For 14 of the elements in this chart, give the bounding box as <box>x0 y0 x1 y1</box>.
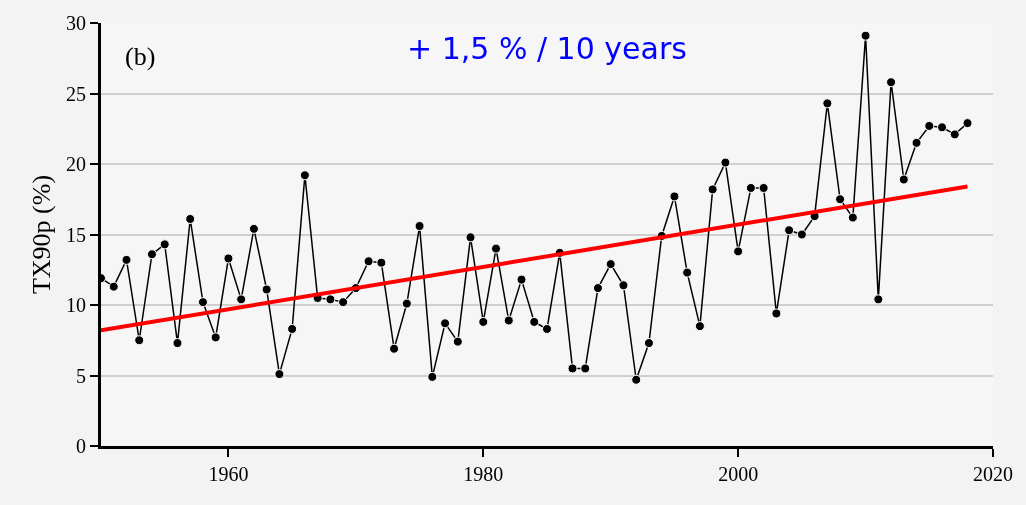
y-tick-label: 0 <box>76 435 86 457</box>
annotation: (b) <box>125 42 156 71</box>
y-tick-label: 10 <box>66 294 86 316</box>
x-tick-label: 1960 <box>208 463 249 485</box>
x-tick-label: 2000 <box>718 463 759 485</box>
y-tick-label: 25 <box>66 82 86 105</box>
x-tick-label: 1980 <box>463 463 504 485</box>
y-tick-label: 20 <box>66 153 86 175</box>
y-axis-title: TX90p (%) <box>27 174 57 295</box>
y-tick-label: 30 <box>66 12 86 34</box>
y-tick-label: 5 <box>76 364 86 387</box>
x-tick-label: 2020 <box>973 463 1013 485</box>
y-tick-label: 15 <box>66 223 86 246</box>
annotation: + 1,5 % / 10 years <box>407 31 687 66</box>
